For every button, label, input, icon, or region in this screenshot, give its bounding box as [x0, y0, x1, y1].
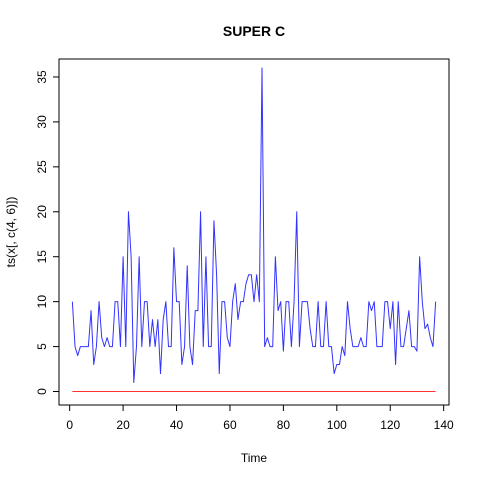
y-tick-label: 25 — [35, 160, 49, 174]
series-layer — [71, 67, 437, 393]
y-tick-label: 0 — [35, 388, 49, 395]
y-tick-label: 15 — [35, 250, 49, 264]
x-axis-label: Time — [241, 451, 268, 465]
y-axis-label: ts(x[, c(4, 6)]) — [4, 197, 18, 268]
x-tick-label: 40 — [170, 418, 184, 432]
y-tick-label: 35 — [35, 70, 49, 84]
x-axis: 0 20 40 60 80 100 120 140 — [66, 404, 454, 432]
x-tick-label: 0 — [66, 418, 73, 432]
x-tick-label: 20 — [116, 418, 130, 432]
x-tick-label: 120 — [380, 418, 400, 432]
y-tick-label: 5 — [35, 343, 49, 350]
x-tick-label: 100 — [327, 418, 347, 432]
y-tick-label: 10 — [35, 295, 49, 309]
y-axis: 0 5 10 15 20 25 30 35 — [35, 70, 60, 395]
plot-frame — [58, 58, 450, 406]
chart-title: SUPER C — [223, 23, 285, 39]
y-tick-label: 30 — [35, 115, 49, 129]
x-tick-label: 140 — [434, 418, 454, 432]
y-tick-label: 20 — [35, 205, 49, 219]
series-line-1 — [71, 67, 437, 384]
x-tick-label: 60 — [223, 418, 237, 432]
x-tick-label: 80 — [277, 418, 291, 432]
